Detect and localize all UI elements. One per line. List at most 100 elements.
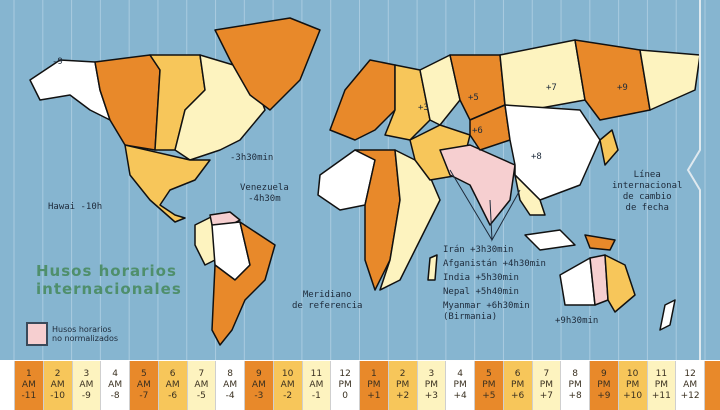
usa-mexico xyxy=(124,144,211,223)
label-dateline: Línea internacional de cambio de fecha xyxy=(612,170,682,214)
time-zone-hour: 10 xyxy=(626,369,639,379)
exception-myanmar: Myanmar +6h30min xyxy=(443,301,530,311)
time-zone-ampm: PM xyxy=(482,380,496,390)
exception-afghanistan: Afganistán +4h30min xyxy=(443,259,546,269)
time-zone-hour: 4 xyxy=(457,369,463,379)
time-zone-cell: 8 PM +8 xyxy=(561,361,590,410)
time-zone-ampm: PM xyxy=(424,380,438,390)
time-zone-cell: 2 PM +2 xyxy=(388,361,418,410)
time-zone-cell: 8 AM -4 xyxy=(216,361,245,410)
exception-nepal: Nepal +5h40min xyxy=(443,287,519,297)
time-zone-ampm: AM xyxy=(683,380,698,390)
time-zone-cell: 11 AM -1 xyxy=(302,361,332,410)
time-zone-ampm: AM xyxy=(280,380,295,390)
south-america-east xyxy=(211,221,276,346)
label-minus9: -9 xyxy=(52,57,63,67)
time-zone-offset: -9 xyxy=(81,391,91,401)
time-zone-cell: 6 AM -6 xyxy=(158,361,188,410)
time-zone-cell: 12 PM 0 xyxy=(331,361,360,410)
label-venezuela-offset: -4h30m xyxy=(248,194,281,204)
time-zone-hour: 12 xyxy=(339,369,351,379)
time-zone-ampm: PM xyxy=(539,380,553,390)
east-siberia xyxy=(574,39,651,121)
time-zone-cell: 11 PM +11 xyxy=(647,361,677,410)
time-zone-offset: -8 xyxy=(110,391,120,401)
time-zone-ampm: AM xyxy=(223,380,238,390)
time-zone-hour: 9 xyxy=(256,369,262,379)
exceptions-pointer-lines xyxy=(449,169,521,242)
international-date-line xyxy=(686,0,701,360)
label-dateline-line2: internacional xyxy=(612,181,683,191)
time-zone-hour: 11 xyxy=(310,369,323,379)
time-zone-offset: -7 xyxy=(139,391,149,401)
label-newfoundland: -3h30min xyxy=(230,153,274,163)
time-zone-ampm: PM xyxy=(568,380,582,390)
time-zone-hour: 5 xyxy=(486,369,492,379)
time-zone-hour: 4 xyxy=(112,369,118,379)
time-zone-offset: +9 xyxy=(597,391,611,401)
label-plus9: +9 xyxy=(617,83,628,93)
time-zone-hour: 8 xyxy=(572,369,578,379)
label-plus7: +7 xyxy=(546,83,557,93)
time-zone-hour: 2 xyxy=(399,369,406,379)
indonesia xyxy=(524,229,576,251)
time-zone-offset: +6 xyxy=(510,391,525,401)
label-hawaii: Hawai -10h xyxy=(48,202,103,212)
time-zone-cell: 4 PM +4 xyxy=(446,361,475,410)
time-zone-hour: 9 xyxy=(601,369,607,379)
time-zone-cell: 1 PM +1 xyxy=(360,361,389,410)
exception-myanmar-alt: (Birmania) xyxy=(443,312,498,322)
legend-label-line2: no normalizados xyxy=(52,334,119,343)
time-zone-hour: 3 xyxy=(83,369,90,379)
time-zone-cell: 10 AM -2 xyxy=(273,361,303,410)
map-title: Husos horarios internacionales xyxy=(36,262,182,298)
time-zone-offset: +8 xyxy=(568,391,582,401)
time-zone-cell: 10 PM +10 xyxy=(618,361,648,410)
time-zone-offset: -4 xyxy=(225,391,235,401)
siberia xyxy=(499,39,586,111)
time-zone-ampm: PM xyxy=(367,380,381,390)
world-map xyxy=(0,0,720,360)
label-plus6: +6 xyxy=(472,126,483,136)
time-zone-hour: 1 xyxy=(371,369,377,379)
time-zone-offset: +11 xyxy=(651,391,671,401)
time-zone-offset: -6 xyxy=(168,391,178,401)
time-zone-offset: +10 xyxy=(623,391,643,401)
time-strip-left-edge xyxy=(0,361,15,410)
time-zone-ampm: AM xyxy=(79,380,94,390)
time-zone-ampm: AM xyxy=(136,380,151,390)
time-zone-cell: 7 PM +7 xyxy=(532,361,562,410)
time-zone-hour: 11 xyxy=(655,369,668,379)
time-zone-hour: 6 xyxy=(514,369,521,379)
label-venezuela: Venezuela -4h30m xyxy=(240,183,289,205)
time-zone-hour: 2 xyxy=(54,369,61,379)
time-strip-cells: 1 AM -11 2 AM -10 3 AM -9 4 AM -8 5 AM -7 6 AM -6 7 AM -5 8 AM… xyxy=(15,361,705,410)
time-zone-ampm: PM xyxy=(654,380,668,390)
time-zone-hour: 8 xyxy=(227,369,233,379)
iran-india xyxy=(439,144,516,226)
southeast-asia xyxy=(514,174,546,216)
legend-swatch xyxy=(26,322,48,346)
exception-india: India +5h30min xyxy=(443,273,519,283)
time-zone-cell: 3 AM -9 xyxy=(72,361,102,410)
label-dateline-line4: de fecha xyxy=(625,203,669,213)
label-dateline-line1: Línea xyxy=(633,170,661,180)
time-zone-cell: 9 PM +9 xyxy=(590,361,619,410)
greenland xyxy=(214,17,321,111)
label-plus5: +5 xyxy=(468,93,479,103)
japan xyxy=(599,129,619,166)
central-asia xyxy=(469,104,511,151)
label-australia-central: +9h30min xyxy=(555,316,599,326)
time-zone-hour: 3 xyxy=(428,369,435,379)
time-zone-cell: 2 AM -10 xyxy=(43,361,73,410)
time-strip-right-edge xyxy=(705,361,720,410)
label-plus3: +3 xyxy=(418,103,429,113)
time-zone-cell: 5 AM -7 xyxy=(130,361,159,410)
legend: Husos horarios no normalizados xyxy=(26,322,118,346)
time-zone-offset: +1 xyxy=(367,391,381,401)
time-zone-cell: 7 AM -5 xyxy=(187,361,217,410)
time-zone-offset: -11 xyxy=(21,391,37,401)
time-strip: 1 AM -11 2 AM -10 3 AM -9 4 AM -8 5 AM -7 6 AM -6 7 AM -5 8 AM… xyxy=(0,361,720,410)
time-zone-offset: +7 xyxy=(539,391,554,401)
madagascar xyxy=(427,254,438,281)
